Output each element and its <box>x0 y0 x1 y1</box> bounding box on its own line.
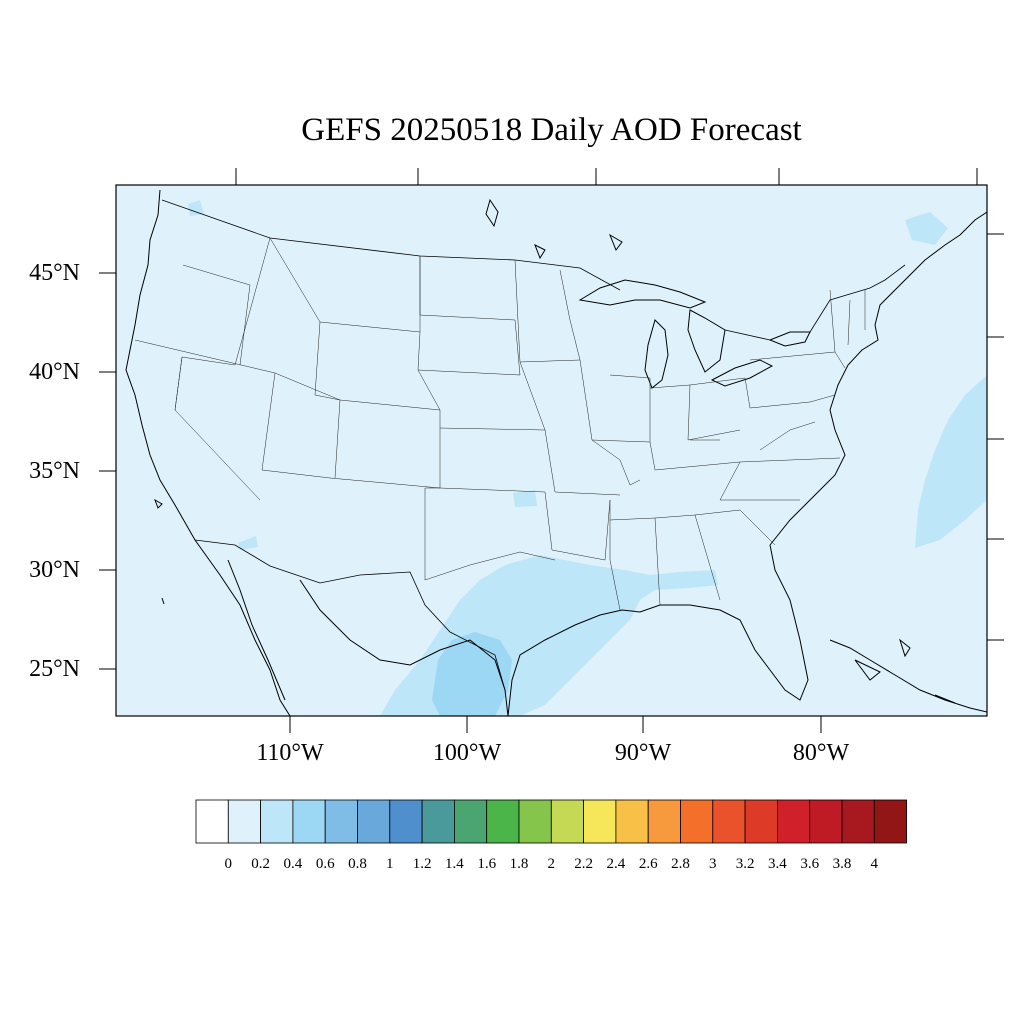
lat-label-30n: 30°N <box>29 557 80 583</box>
colorbar-label: 1 <box>386 856 394 872</box>
lat-label-40n: 40°N <box>29 359 80 385</box>
aod-patch-washington <box>188 200 204 216</box>
aod-patch-oklahoma <box>513 490 537 507</box>
islands <box>154 198 956 704</box>
colorbar-swatch <box>550 799 584 844</box>
colorbar-label: 1.6 <box>477 856 497 872</box>
map-title: GEFS 20250518 Daily AOD Forecast <box>301 112 802 148</box>
lon-label-110w: 110°W <box>256 740 324 766</box>
lon-label-80w: 80°W <box>792 740 850 766</box>
colorbar-swatch <box>583 799 617 844</box>
colorbar-label: 0.4 <box>283 856 303 872</box>
colorbar-label: 1.4 <box>445 856 464 872</box>
colorbar-label: 2.4 <box>606 856 626 872</box>
colorbar-label: 2.6 <box>638 856 658 872</box>
country-border-south <box>194 539 506 691</box>
colorbar-label: 4 <box>870 856 879 872</box>
colorbar-label: 2.8 <box>671 856 690 872</box>
colorbar <box>195 799 907 844</box>
tick-marks <box>99 168 1004 733</box>
colorbar-label: 0.8 <box>348 856 367 872</box>
colorbar-swatch <box>421 799 455 844</box>
coastline-atlantic <box>769 211 987 546</box>
lon-label-100w: 100°W <box>432 740 502 766</box>
colorbar-swatch <box>389 799 423 844</box>
aod-patch-quebec <box>905 212 948 245</box>
colorbar-label: 0 <box>224 856 233 872</box>
colorbar-swatch <box>518 799 552 844</box>
colorbar-label: 1.2 <box>412 856 432 872</box>
lake-ontario <box>768 331 811 347</box>
colorbar-swatch <box>777 799 811 844</box>
colorbar-label: 3.8 <box>832 856 852 872</box>
lat-label-25n: 25°N <box>29 656 80 682</box>
lon-label-90w: 90°W <box>614 740 672 766</box>
colorbar-swatch <box>615 799 649 844</box>
colorbar-label: 2 <box>547 856 556 872</box>
aod-patch-texas-high <box>432 632 512 716</box>
coastline-gulf <box>507 544 809 716</box>
colorbar-swatch <box>680 799 714 844</box>
colorbar-label: 0.2 <box>251 856 270 872</box>
colorbar-swatch <box>357 799 391 844</box>
coastline-caribbean <box>829 639 987 713</box>
colorbar-swatch <box>744 799 778 844</box>
colorbar-label: 3.6 <box>800 856 820 872</box>
colorbar-swatch <box>260 799 294 844</box>
colorbar-swatch <box>873 799 907 844</box>
colorbar-label: 2.2 <box>574 856 593 872</box>
coastline <box>125 189 291 716</box>
colorbar-label: 0.6 <box>315 856 335 872</box>
coastline-baja <box>227 559 286 701</box>
map-frame <box>115 184 988 717</box>
colorbar-label: 3.2 <box>735 856 755 872</box>
colorbar-swatch <box>227 799 262 844</box>
aod-patch-atlantic <box>915 375 987 548</box>
state-boundaries <box>134 237 866 611</box>
colorbar-swatch <box>453 799 488 844</box>
colorbar-swatch <box>195 799 229 844</box>
lat-label-35n: 35°N <box>29 458 80 484</box>
aod-patch-arizona <box>238 536 258 550</box>
aod-contours <box>125 189 987 716</box>
colorbar-swatch <box>324 799 358 844</box>
colorbar-swatch <box>647 799 681 844</box>
lake-michigan <box>644 319 669 389</box>
lake-erie <box>710 359 774 387</box>
country-border-north <box>161 199 906 341</box>
colorbar-label: 1.8 <box>509 856 529 872</box>
colorbar-swatch <box>841 799 875 844</box>
colorbar-swatch <box>712 799 746 844</box>
lake-huron <box>687 309 726 373</box>
colorbar-swatch <box>292 799 326 844</box>
colorbar-swatch <box>809 799 843 844</box>
colorbar-swatch <box>486 799 520 844</box>
coastline-mexico-gulf <box>299 579 509 716</box>
colorbar-label: 3.4 <box>768 856 787 872</box>
lake-superior <box>578 279 707 309</box>
colorbar-label: 3 <box>709 856 717 872</box>
lat-label-45n: 45°N <box>29 260 80 286</box>
